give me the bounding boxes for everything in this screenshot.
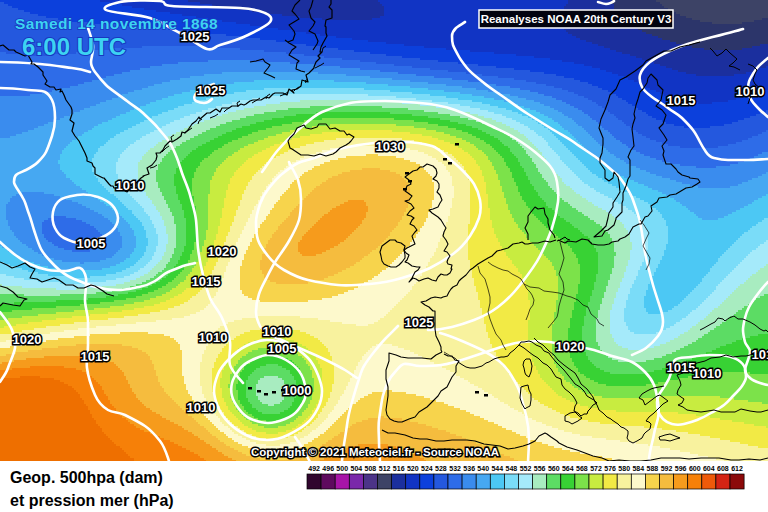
svg-text:500: 500 bbox=[336, 465, 348, 472]
svg-text:496: 496 bbox=[322, 465, 334, 472]
svg-text:508: 508 bbox=[365, 465, 377, 472]
svg-text:1010: 1010 bbox=[116, 178, 145, 193]
svg-text:588: 588 bbox=[647, 465, 659, 472]
svg-text:580: 580 bbox=[618, 465, 630, 472]
svg-text:1010: 1010 bbox=[199, 330, 228, 345]
svg-text:1015: 1015 bbox=[667, 360, 696, 375]
svg-text:576: 576 bbox=[604, 465, 616, 472]
svg-text:548: 548 bbox=[506, 465, 518, 472]
svg-text:504: 504 bbox=[351, 465, 363, 472]
svg-text:600: 600 bbox=[689, 465, 701, 472]
svg-text:556: 556 bbox=[534, 465, 546, 472]
svg-text:Reanalyses NOAA 20th Century V: Reanalyses NOAA 20th Century V3 bbox=[481, 13, 672, 25]
svg-text:1005: 1005 bbox=[268, 341, 297, 356]
svg-text:1010: 1010 bbox=[752, 347, 768, 362]
svg-text:544: 544 bbox=[491, 465, 503, 472]
svg-text:492: 492 bbox=[308, 465, 320, 472]
svg-text:540: 540 bbox=[477, 465, 489, 472]
svg-text:1015: 1015 bbox=[81, 349, 110, 364]
svg-text:572: 572 bbox=[590, 465, 602, 472]
svg-text:6:00 UTC: 6:00 UTC bbox=[22, 33, 126, 60]
svg-text:568: 568 bbox=[576, 465, 588, 472]
svg-text:604: 604 bbox=[703, 465, 715, 472]
svg-text:1020: 1020 bbox=[556, 339, 585, 354]
svg-text:512: 512 bbox=[379, 465, 391, 472]
svg-text:524: 524 bbox=[421, 465, 433, 472]
svg-text:et pression mer (hPa): et pression mer (hPa) bbox=[10, 492, 174, 509]
svg-text:608: 608 bbox=[717, 465, 729, 472]
svg-text:596: 596 bbox=[675, 465, 687, 472]
svg-text:1020: 1020 bbox=[208, 244, 237, 259]
svg-text:1000: 1000 bbox=[283, 383, 312, 398]
svg-text:612: 612 bbox=[731, 465, 743, 472]
svg-text:1030: 1030 bbox=[376, 139, 405, 154]
svg-text:1025: 1025 bbox=[197, 83, 226, 98]
svg-text:1010: 1010 bbox=[263, 324, 292, 339]
svg-text:560: 560 bbox=[548, 465, 560, 472]
svg-text:592: 592 bbox=[661, 465, 673, 472]
svg-text:1010: 1010 bbox=[187, 400, 216, 415]
svg-text:552: 552 bbox=[520, 465, 532, 472]
svg-text:1020: 1020 bbox=[13, 332, 42, 347]
svg-text:584: 584 bbox=[632, 465, 644, 472]
svg-text:536: 536 bbox=[463, 465, 475, 472]
svg-text:1005: 1005 bbox=[77, 236, 106, 251]
svg-text:1010: 1010 bbox=[736, 84, 765, 99]
svg-text:516: 516 bbox=[393, 465, 405, 472]
svg-text:1025: 1025 bbox=[405, 315, 434, 330]
svg-text:564: 564 bbox=[562, 465, 574, 472]
svg-text:Samedi 14 novembre 1868: Samedi 14 novembre 1868 bbox=[15, 15, 218, 32]
svg-text:1010: 1010 bbox=[693, 366, 722, 381]
svg-text:532: 532 bbox=[449, 465, 461, 472]
svg-text:1015: 1015 bbox=[667, 93, 696, 108]
svg-text:Copyright © 2021 Meteociel.fr: Copyright © 2021 Meteociel.fr - Source N… bbox=[251, 446, 499, 458]
svg-text:520: 520 bbox=[407, 465, 419, 472]
svg-text:1015: 1015 bbox=[192, 274, 221, 289]
svg-text:Geop. 500hpa (dam): Geop. 500hpa (dam) bbox=[10, 469, 163, 486]
svg-text:528: 528 bbox=[435, 465, 447, 472]
